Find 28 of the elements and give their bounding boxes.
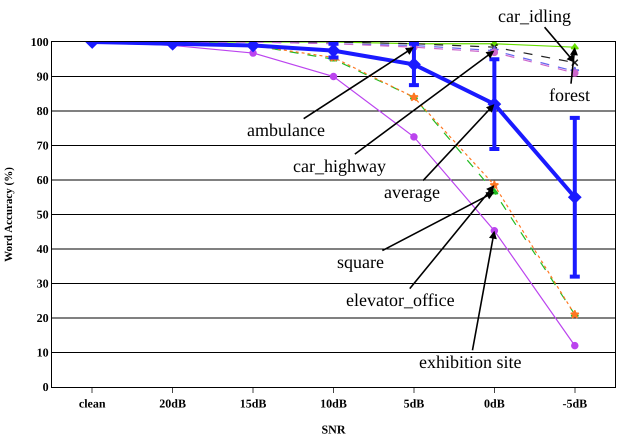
y-tick-label: 40 [36,242,49,256]
x-tick-label: 5dB [404,396,424,410]
annotation: car_highway [293,156,386,176]
x-axis-title: SNR [321,422,346,436]
x-tick-label: 0dB [484,396,505,410]
x-tick-label: 10dB [320,396,347,410]
annotation: exhibition site [419,352,522,372]
y-tick-label: 30 [36,276,49,291]
x-tick-label: clean [78,396,106,410]
x-tick-label: 15dB [240,396,266,410]
y-tick-label: 0 [42,380,49,394]
y-tick-label: 100 [30,35,49,50]
y-tick-label: 80 [36,104,49,118]
annotation: square [337,252,384,272]
y-axis-title: Word Accuracy (%) [3,166,16,262]
y-tick-label: 20 [36,311,49,326]
y-tick-label: 50 [36,208,49,222]
y-tick-label: 70 [36,138,49,153]
annotation: elevator_office [346,290,455,310]
y-tick-label: 10 [36,346,49,360]
x-tick-label: 20dB [159,396,186,410]
annotation: ambulance [247,120,325,140]
x-tick-label: -5dB [562,396,588,410]
annotation: average [384,182,440,202]
y-tick-label: 60 [36,173,49,188]
annotation: forest [549,85,590,105]
y-tick-label: 90 [36,70,49,84]
annotation: car_idling [498,6,571,26]
